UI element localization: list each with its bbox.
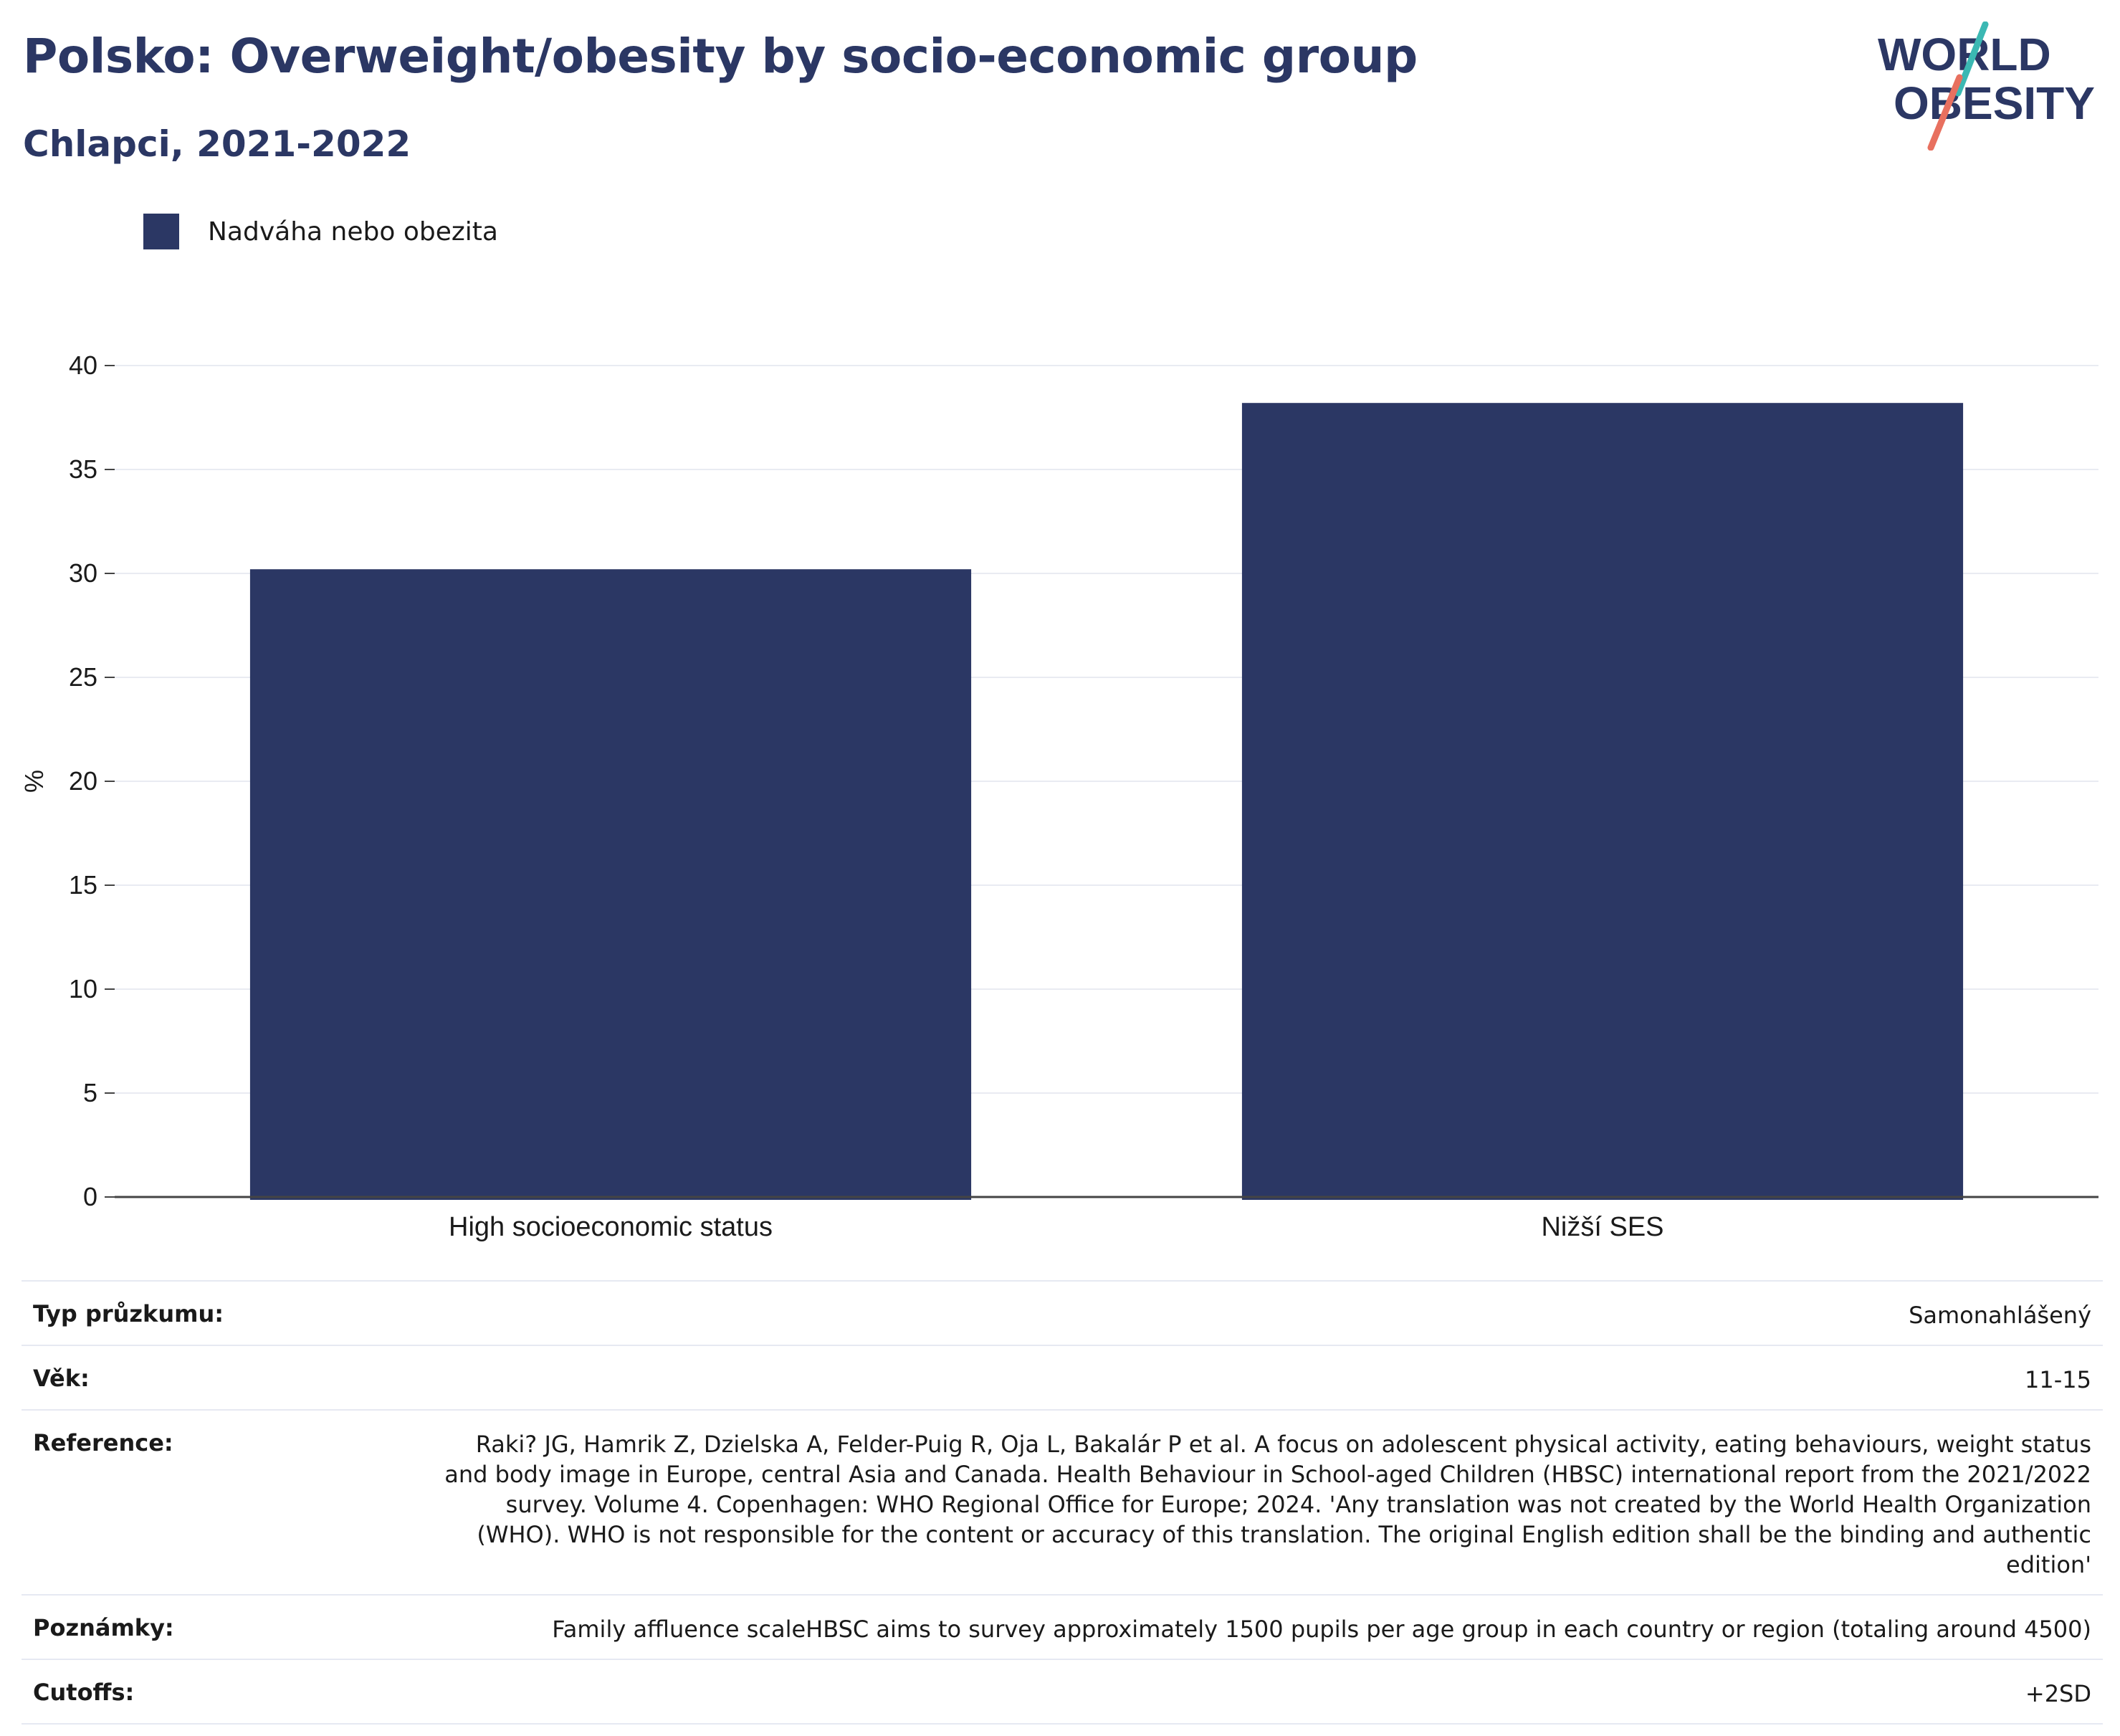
y-tick-label: 40	[69, 350, 97, 380]
info-value: +2SD	[2025, 1680, 2091, 1707]
y-tick-label: 35	[69, 454, 97, 484]
bar	[249, 569, 972, 1200]
info-label: Typ průzkumu:	[33, 1300, 224, 1327]
info-row-age: Věk: 11-15	[22, 1345, 2103, 1409]
y-tick-label: 5	[83, 1078, 97, 1107]
bar	[1241, 403, 1964, 1201]
axis-layer: 0 5 10 15 20 25 30 35 40 High socioeconomic statu…	[69, 350, 2098, 1242]
info-value: Family affluence scaleHBSC aims to surve…	[552, 1616, 2091, 1643]
y-tick-label: 30	[69, 558, 97, 588]
page-title: Polsko: Overweight/obesity by socio-econ…	[23, 29, 1418, 84]
world-obesity-logo: WORLD OBESITY	[1878, 22, 2095, 151]
page-subtitle: Chlapci, 2021-2022	[23, 123, 411, 165]
info-table: Typ průzkumu: Samonahlášený Věk: 11-15 R…	[22, 1280, 2103, 1725]
logo-slash-teal	[1954, 22, 1989, 97]
y-tick-label: 0	[83, 1182, 97, 1211]
bar-chart: 0 5 10 15 20 25 30 35 40 High socioeconomic statu…	[19, 350, 2098, 1242]
x-tick-label: High socioeconomic status	[449, 1212, 773, 1242]
info-row-reference: Reference: Raki? JG, Hamrik Z, Dzielska …	[22, 1409, 2103, 1594]
info-value: 11-15	[2025, 1366, 2091, 1393]
legend-label: Nadváha nebo obezita	[208, 216, 498, 247]
bar-layer	[249, 403, 1964, 1201]
info-value: Raki? JG, Hamrik Z, Dzielska A, Felder-P…	[444, 1431, 2091, 1578]
y-tick-label: 25	[69, 662, 97, 692]
info-row-notes: Poznámky: Family affluence scaleHBSC aim…	[22, 1594, 2103, 1659]
legend: Nadváha nebo obezita	[143, 214, 498, 249]
info-row-cutoffs: Cutoffs: +2SD	[22, 1659, 2103, 1725]
y-tick-label: 20	[69, 766, 97, 796]
y-tick-label: 15	[69, 870, 97, 900]
info-label: Poznámky:	[33, 1614, 174, 1641]
info-value: Samonahlášený	[1909, 1302, 2091, 1329]
x-tick-label: Nižší SES	[1541, 1212, 1663, 1242]
logo-text-obesity: OBESITY	[1894, 77, 2095, 129]
y-tick-label: 10	[69, 974, 97, 1003]
info-label: Věk:	[33, 1365, 90, 1392]
info-label: Cutoffs:	[33, 1679, 135, 1706]
legend-swatch	[143, 214, 179, 249]
info-row-survey-type: Typ průzkumu: Samonahlášený	[22, 1280, 2103, 1345]
y-axis-label: %	[19, 770, 49, 793]
logo-slash-coral	[1927, 74, 1963, 151]
info-label: Reference:	[33, 1429, 173, 1456]
